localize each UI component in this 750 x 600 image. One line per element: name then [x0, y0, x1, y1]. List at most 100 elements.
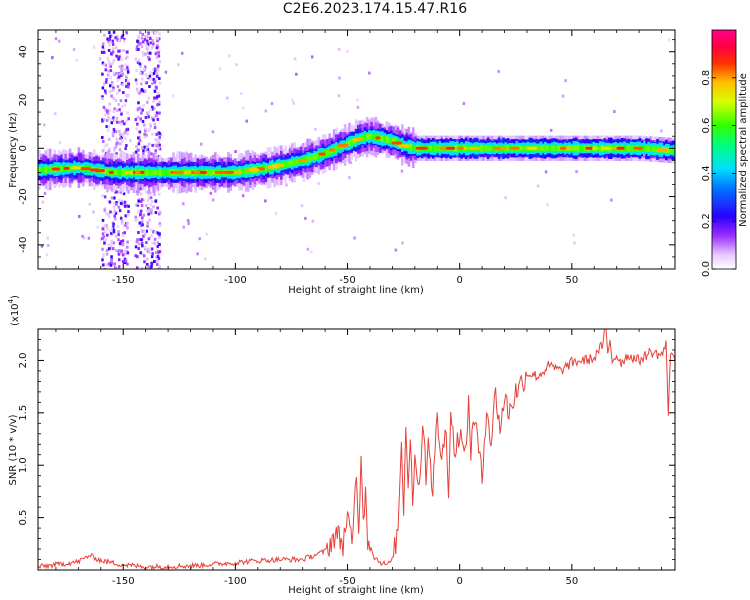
- spectrogram-scatter-cell: [158, 60, 162, 64]
- snr-y-label: SNR (10 * v/v): [8, 414, 19, 485]
- spectrogram-scatter-cell: [118, 249, 122, 253]
- spectrogram-peak-cell: [248, 168, 260, 172]
- spectrogram-ridge-cell: [42, 166, 45, 173]
- spectrogram-speckle: [211, 130, 215, 134]
- spectrogram-scatter-cell: [145, 133, 148, 137]
- spectrogram-scatter-cell: [145, 149, 148, 153]
- spectrogram-speckle: [209, 191, 213, 195]
- spectrogram-scatter-cell: [149, 71, 152, 75]
- spectrogram-ridge-cell: [522, 145, 525, 151]
- spectrogram-ridge-cell: [431, 144, 435, 152]
- spectrogram-peak-cell: [63, 166, 70, 170]
- spectrogram-scatter-cell: [121, 259, 125, 263]
- spectrogram-scatter-cell: [138, 42, 141, 46]
- spectrogram-scatter-cell: [112, 241, 116, 245]
- spectrogram-scatter-cell: [114, 266, 117, 269]
- spectrogram-speckle: [242, 106, 245, 110]
- spectrogram-y-tick-label: 20: [18, 94, 29, 107]
- snr-y-tick-label: 2.0: [18, 352, 29, 368]
- spectrogram-peak-cell: [214, 170, 226, 174]
- spectrogram-scatter-cell: [158, 131, 161, 135]
- spectrogram-ridge-cell: [310, 155, 314, 161]
- spectrogram-scatter-cell: [123, 249, 126, 253]
- spectrogram-speckle: [205, 232, 209, 236]
- spectrogram-scatter-cell: [153, 107, 156, 111]
- spectrogram-y-label: Frequency (Hz): [8, 112, 19, 188]
- spectrogram-scatter-cell: [149, 203, 153, 207]
- spectrogram-speckle: [544, 170, 548, 174]
- spectrogram-ridge-cell: [156, 169, 160, 175]
- spectrogram-x-ticks: -150 -100 -50 0 50: [55, 30, 662, 286]
- spectrogram-scatter-cell: [122, 91, 125, 95]
- spectrogram-ridge-cell: [482, 145, 485, 152]
- spectrogram-scatter-cell: [140, 204, 144, 208]
- spectrogram-scatter-cell: [126, 55, 129, 59]
- spectrogram-scatter-cell: [140, 241, 144, 245]
- spectrogram-scatter-cell: [107, 243, 110, 247]
- spectrogram-ridge-cell: [145, 168, 149, 176]
- spectrogram-scatter-cell: [123, 257, 127, 261]
- spectrogram-scatter-cell: [134, 150, 138, 154]
- spectrogram-scatter-cell: [119, 201, 123, 205]
- spectrogram-scatter-cell: [142, 254, 146, 258]
- spectrogram-scatter-cell: [109, 34, 112, 38]
- spectrogram-speckle: [356, 98, 359, 102]
- spectrogram-scatter-cell: [142, 199, 145, 203]
- spectrogram-scatter-cell: [106, 73, 110, 77]
- spectrogram-scatter-cell: [155, 74, 159, 78]
- spectrogram-scatter-cell: [156, 263, 159, 267]
- spectrogram-scatter-cell: [110, 255, 113, 259]
- spectrogram-scatter-cell: [109, 263, 113, 267]
- spectrogram-scatter-cell: [127, 117, 130, 121]
- spectrogram-scatter-cell: [143, 260, 146, 264]
- spectrogram-scatter-cell: [120, 249, 124, 253]
- spectrogram-peak-cell: [297, 158, 308, 162]
- spectrogram-x-tick-label: -150: [112, 275, 135, 286]
- spectrogram-scatter-cell: [153, 126, 157, 130]
- spectrogram-scatter-cell: [147, 143, 150, 147]
- spectrogram-scatter-cell: [146, 262, 149, 266]
- spectrogram-speckle: [234, 150, 237, 154]
- spectrogram-scatter-cell: [109, 69, 113, 73]
- spectrogram-scatter-cell: [102, 253, 105, 257]
- spectrogram-speckle: [285, 183, 288, 187]
- spectrogram-scatter-cell: [100, 50, 104, 54]
- spectrogram-scatter-cell: [156, 103, 159, 107]
- spectrogram-scatter-cell: [117, 205, 121, 209]
- spectrogram-peak-cell: [108, 170, 114, 174]
- spectrogram-speckle: [314, 127, 317, 131]
- spectrogram-scatter-cell: [142, 40, 145, 44]
- spectrogram-ridge-cell: [383, 135, 386, 143]
- spectrogram-scatter-cell: [101, 61, 105, 65]
- spectrogram-scatter-cell: [102, 47, 106, 51]
- spectrogram-scatter-cell: [108, 41, 111, 45]
- spectrogram-scatter-cell: [155, 86, 158, 90]
- spectrogram-scatter-cell: [120, 104, 124, 108]
- spectrogram-scatter-cell: [135, 189, 139, 193]
- spectrogram-ridge-cell: [295, 159, 298, 165]
- spectrogram-scatter-cell: [107, 48, 111, 52]
- spectrogram-scatter-cell: [127, 210, 130, 214]
- spectrogram-scatter-cell: [127, 85, 130, 89]
- spectrogram-ridge-cell: [159, 168, 162, 176]
- spectrogram-scatter-cell: [104, 238, 108, 242]
- spectrogram-scatter-cell: [123, 122, 126, 126]
- spectrogram-scatter-cell: [124, 259, 128, 263]
- spectrogram-scatter-cell: [137, 136, 140, 140]
- spectrogram-scatter-cell: [150, 152, 153, 156]
- spectrogram-scatter-cell: [123, 261, 127, 265]
- spectrogram-scatter-cell: [137, 58, 141, 62]
- spectrogram-x-tick-label: -50: [339, 275, 355, 286]
- spectrogram-scatter-cell: [153, 237, 157, 241]
- spectrogram-peak-cell: [318, 152, 326, 156]
- spectrogram-ridge-cell: [352, 138, 356, 144]
- spectrogram-scatter-cell: [153, 67, 157, 71]
- spectrogram-speckle: [295, 72, 298, 76]
- spectrogram-scatter-cell: [144, 204, 148, 208]
- spectrogram-scatter-cell: [105, 252, 109, 256]
- spectrogram-scatter-cell: [126, 111, 129, 115]
- spectrogram-scatter-cell: [135, 240, 139, 244]
- spectrogram-scatter-cell: [120, 139, 124, 143]
- spectrogram-scatter-cell: [134, 254, 138, 258]
- spectrogram-speckle: [309, 250, 313, 254]
